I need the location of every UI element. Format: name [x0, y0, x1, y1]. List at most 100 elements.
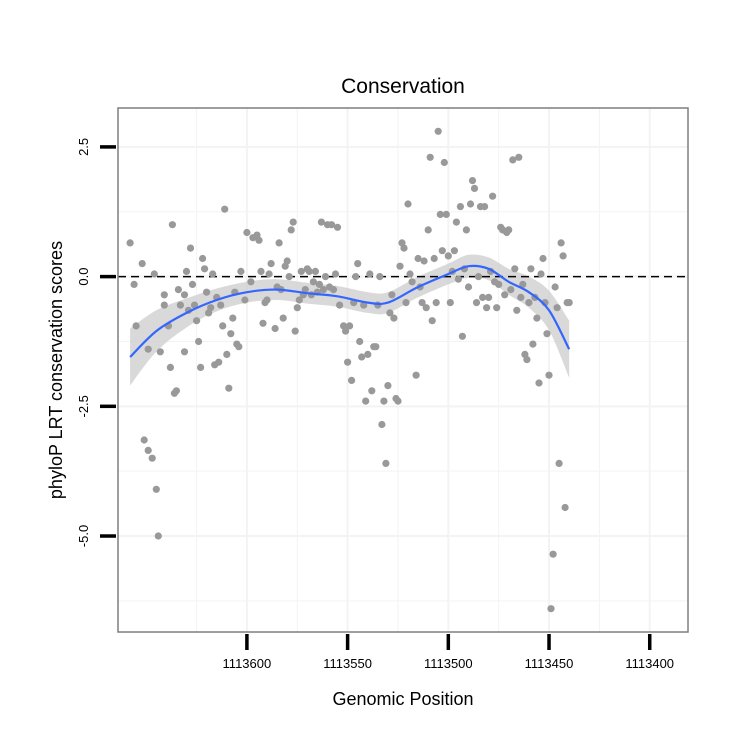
data-point — [472, 299, 481, 307]
data-point — [436, 210, 444, 218]
data-point — [148, 454, 156, 462]
data-point — [501, 291, 509, 299]
data-point — [293, 304, 301, 312]
data-point — [519, 280, 527, 288]
data-point — [160, 301, 168, 309]
data-point — [511, 265, 519, 273]
data-point — [241, 296, 249, 304]
data-point — [446, 299, 454, 307]
data-point — [382, 459, 390, 467]
data-point — [378, 420, 386, 429]
data-point — [394, 397, 402, 405]
data-point — [186, 244, 195, 252]
data-point — [166, 363, 174, 371]
data-point — [188, 280, 197, 288]
data-point — [517, 293, 525, 301]
data-point — [291, 327, 299, 335]
confidence-band-layer — [130, 254, 570, 386]
data-point — [346, 322, 354, 330]
data-point — [356, 337, 364, 346]
x-tick-label: 1113450 — [525, 656, 574, 671]
data-point — [176, 301, 184, 309]
data-point — [311, 267, 319, 275]
data-point — [301, 286, 309, 294]
data-point — [154, 532, 162, 540]
data-point — [462, 226, 470, 234]
data-point — [529, 340, 537, 348]
data-point — [404, 200, 412, 208]
data-point — [444, 252, 452, 260]
y-tick-label: 0.0 — [76, 268, 91, 286]
data-point — [309, 278, 317, 286]
data-point — [390, 314, 398, 322]
data-point — [132, 322, 140, 330]
y-tick-label: 2.5 — [76, 138, 91, 156]
data-point — [235, 343, 243, 351]
data-point — [483, 304, 491, 312]
data-point — [470, 184, 479, 192]
data-point — [402, 299, 410, 307]
data-point — [130, 280, 138, 288]
data-point — [247, 278, 255, 286]
data-point — [223, 350, 231, 358]
data-point — [362, 397, 370, 405]
data-point — [267, 260, 275, 268]
data-point — [140, 436, 148, 444]
data-point — [364, 350, 372, 358]
data-point — [144, 345, 152, 353]
data-point — [537, 270, 545, 278]
data-point — [505, 226, 513, 234]
y-axis: 2.5 0.0 -2.5 -5.0 — [76, 138, 116, 547]
data-point — [243, 228, 251, 237]
x-tick-label: 1113550 — [323, 656, 372, 671]
data-point — [193, 317, 201, 325]
data-point — [434, 127, 442, 135]
data-point — [279, 314, 287, 322]
data-point — [376, 273, 384, 281]
data-point — [203, 288, 211, 296]
data-point — [285, 273, 293, 281]
data-point — [474, 273, 483, 281]
x-tick-label: 1113400 — [625, 656, 674, 671]
data-point — [468, 177, 477, 185]
y-axis-title: phyloP LRT conservation scores — [46, 241, 66, 499]
data-point — [533, 314, 541, 322]
data-point — [144, 446, 152, 454]
data-point — [195, 337, 203, 346]
data-point — [237, 267, 245, 275]
data-point — [440, 158, 448, 167]
data-point — [283, 257, 291, 265]
data-point — [539, 254, 547, 263]
data-point — [388, 291, 396, 299]
data-point — [452, 218, 460, 226]
data-point — [329, 286, 338, 294]
data-point — [257, 267, 265, 275]
data-point — [432, 299, 440, 307]
y-tick-label: -2.5 — [76, 395, 91, 417]
y-tick-label: -5.0 — [76, 525, 91, 547]
data-point — [551, 283, 559, 291]
data-point — [426, 153, 434, 161]
data-point — [535, 379, 543, 387]
data-point — [358, 353, 366, 361]
data-point — [366, 270, 374, 278]
data-point — [543, 330, 551, 338]
data-point — [406, 270, 414, 278]
data-point — [217, 301, 225, 309]
data-point — [523, 356, 531, 364]
data-point — [199, 254, 207, 263]
data-point — [372, 343, 380, 351]
data-point — [229, 314, 237, 322]
data-point — [458, 332, 466, 340]
data-point — [295, 296, 303, 304]
data-point — [215, 358, 223, 366]
smooth-line-layer — [129, 264, 571, 358]
data-point — [354, 260, 362, 268]
data-point — [275, 239, 283, 247]
data-point — [525, 299, 533, 307]
data-point — [424, 226, 432, 234]
data-point — [450, 247, 458, 255]
confidence-band — [130, 254, 570, 386]
data-point — [227, 330, 235, 338]
data-point — [549, 550, 557, 558]
